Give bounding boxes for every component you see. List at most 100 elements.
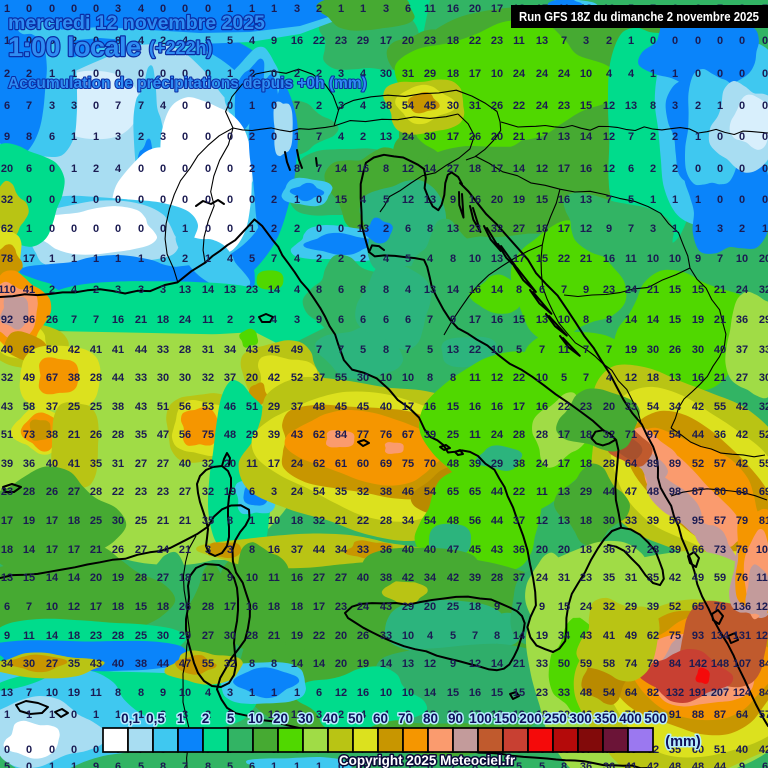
- svg-text:38: 38: [46, 429, 58, 441]
- svg-text:29: 29: [491, 458, 503, 470]
- svg-text:10: 10: [647, 253, 659, 265]
- svg-text:15: 15: [23, 572, 35, 584]
- svg-text:28: 28: [179, 344, 191, 356]
- svg-text:6: 6: [249, 709, 255, 721]
- svg-text:12: 12: [291, 709, 303, 721]
- svg-text:8: 8: [606, 314, 612, 326]
- svg-text:2: 2: [93, 284, 99, 296]
- svg-text:500: 500: [644, 711, 667, 726]
- svg-text:20: 20: [335, 658, 347, 670]
- svg-text:9: 9: [271, 35, 277, 47]
- svg-text:1: 1: [71, 68, 77, 80]
- svg-text:23: 23: [1, 486, 13, 498]
- svg-text:22: 22: [313, 630, 325, 642]
- svg-text:32: 32: [357, 486, 369, 498]
- svg-text:13: 13: [1, 687, 13, 699]
- svg-text:1: 1: [26, 709, 32, 721]
- svg-text:23: 23: [135, 486, 147, 498]
- svg-text:0: 0: [205, 3, 211, 15]
- svg-text:17: 17: [558, 163, 570, 175]
- svg-text:10: 10: [558, 314, 570, 326]
- svg-text:9: 9: [227, 572, 233, 584]
- svg-text:2: 2: [71, 35, 77, 47]
- svg-text:14: 14: [424, 687, 437, 699]
- svg-text:4: 4: [383, 253, 390, 265]
- svg-text:8: 8: [383, 344, 389, 356]
- svg-text:0: 0: [717, 68, 723, 80]
- svg-text:35: 35: [68, 658, 80, 670]
- svg-text:18: 18: [491, 709, 503, 721]
- svg-text:21: 21: [513, 658, 525, 670]
- svg-text:10: 10: [179, 687, 191, 699]
- svg-text:0: 0: [205, 100, 211, 112]
- svg-text:1: 1: [695, 194, 701, 206]
- svg-text:30: 30: [759, 372, 768, 384]
- svg-text:8: 8: [294, 163, 300, 175]
- svg-text:10: 10: [402, 630, 414, 642]
- svg-text:28: 28: [246, 630, 258, 642]
- svg-text:20: 20: [603, 401, 615, 413]
- svg-text:4: 4: [115, 163, 122, 175]
- svg-text:1: 1: [71, 131, 77, 143]
- svg-text:16: 16: [246, 601, 258, 613]
- svg-text:0: 0: [739, 131, 745, 143]
- svg-text:0: 0: [182, 100, 188, 112]
- svg-text:33: 33: [357, 544, 369, 556]
- svg-text:16: 16: [357, 687, 369, 699]
- svg-text:33: 33: [380, 630, 392, 642]
- svg-text:1: 1: [650, 68, 656, 80]
- svg-text:1: 1: [49, 761, 55, 768]
- svg-text:43: 43: [246, 344, 258, 356]
- svg-text:52: 52: [669, 601, 681, 613]
- svg-text:18: 18: [157, 601, 169, 613]
- svg-text:8: 8: [561, 761, 567, 768]
- svg-text:34: 34: [1, 658, 14, 670]
- svg-text:4: 4: [227, 253, 234, 265]
- svg-text:0: 0: [739, 68, 745, 80]
- svg-text:5: 5: [227, 35, 233, 47]
- svg-text:51: 51: [714, 744, 726, 756]
- svg-text:8: 8: [115, 35, 121, 47]
- svg-text:9: 9: [93, 761, 99, 768]
- svg-text:18: 18: [268, 601, 280, 613]
- svg-text:3: 3: [583, 35, 589, 47]
- svg-text:4: 4: [405, 284, 412, 296]
- svg-text:3: 3: [71, 100, 77, 112]
- svg-text:14: 14: [268, 284, 281, 296]
- svg-text:8: 8: [316, 284, 322, 296]
- svg-text:22: 22: [513, 486, 525, 498]
- svg-text:7: 7: [294, 100, 300, 112]
- svg-text:54: 54: [313, 486, 326, 498]
- svg-text:0: 0: [138, 194, 144, 206]
- svg-text:0: 0: [338, 223, 344, 235]
- svg-text:10: 10: [580, 68, 592, 80]
- svg-text:17: 17: [90, 601, 102, 613]
- svg-text:0: 0: [71, 709, 77, 721]
- svg-text:64: 64: [736, 709, 749, 721]
- svg-text:10: 10: [46, 687, 58, 699]
- svg-text:3: 3: [383, 3, 389, 15]
- svg-text:26: 26: [357, 630, 369, 642]
- svg-text:0: 0: [717, 131, 723, 143]
- svg-text:14: 14: [447, 284, 460, 296]
- svg-text:4: 4: [628, 68, 635, 80]
- svg-text:0: 0: [695, 163, 701, 175]
- svg-text:12: 12: [335, 687, 347, 699]
- svg-text:4: 4: [383, 709, 390, 721]
- svg-text:0: 0: [672, 35, 678, 47]
- svg-text:52: 52: [759, 429, 768, 441]
- svg-text:17: 17: [268, 458, 280, 470]
- svg-text:62: 62: [1, 223, 13, 235]
- svg-text:16: 16: [469, 401, 481, 413]
- svg-text:2: 2: [360, 253, 366, 265]
- svg-text:0: 0: [762, 68, 768, 80]
- svg-text:8: 8: [138, 687, 144, 699]
- svg-text:3: 3: [316, 709, 322, 721]
- svg-text:42: 42: [402, 572, 414, 584]
- svg-text:27: 27: [157, 458, 169, 470]
- svg-text:13: 13: [1, 572, 13, 584]
- svg-text:51: 51: [246, 401, 258, 413]
- svg-text:32: 32: [759, 401, 768, 413]
- svg-text:41: 41: [90, 344, 102, 356]
- svg-text:3: 3: [160, 131, 166, 143]
